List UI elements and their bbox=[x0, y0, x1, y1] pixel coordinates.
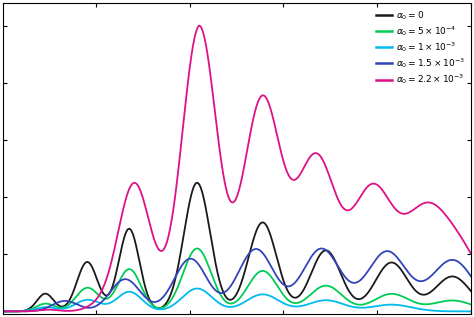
Legend: $\alpha_0 = 0$, $\alpha_0 = 5\times10^{-4}$, $\alpha_0 = 1\times10^{-3}$, $\alph: $\alpha_0 = 0$, $\alpha_0 = 5\times10^{-… bbox=[373, 5, 468, 90]
